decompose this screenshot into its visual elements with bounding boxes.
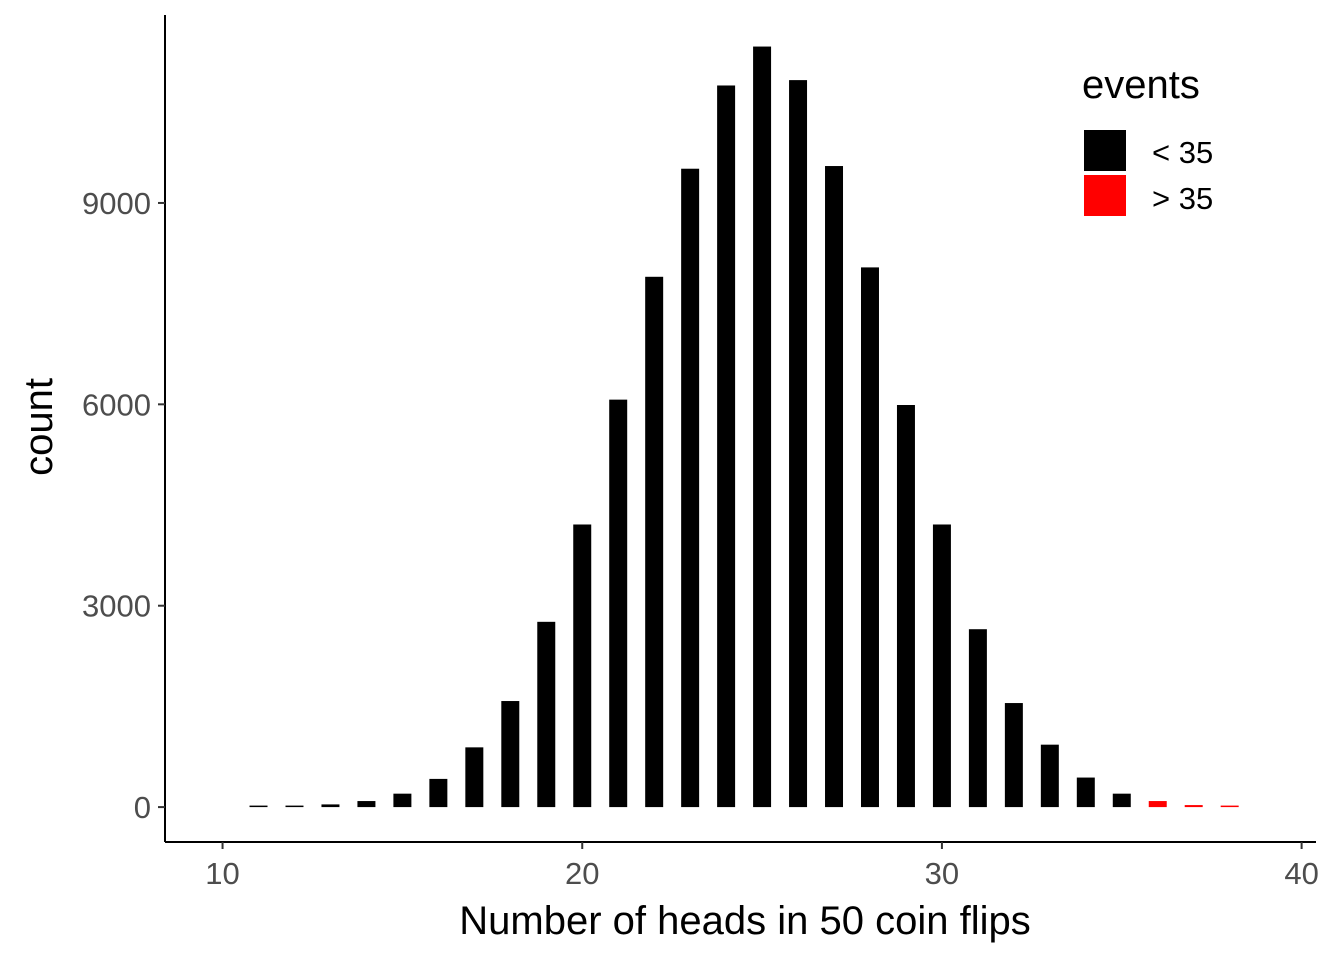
legend-label-below-35: < 35 — [1152, 135, 1213, 170]
bar-35 — [1112, 793, 1131, 808]
bar-30 — [932, 524, 951, 808]
x-tick-label: 20 — [565, 856, 599, 891]
bar-28 — [860, 267, 879, 808]
x-tick-label: 10 — [205, 856, 239, 891]
bar-38 — [1220, 805, 1239, 808]
bar-37 — [1184, 805, 1203, 808]
bar-12 — [285, 805, 304, 808]
bar-18 — [501, 701, 520, 808]
x-axis-ticks: 10 20 30 40 — [205, 842, 1319, 891]
bar-15 — [393, 793, 412, 808]
x-axis-title: Number of heads in 50 coin flips — [459, 899, 1030, 943]
legend-title: events — [1082, 63, 1200, 107]
bar-33 — [1040, 744, 1059, 808]
bar-27 — [825, 166, 844, 808]
x-tick-label: 30 — [925, 856, 959, 891]
bar-13 — [321, 804, 340, 808]
bar-21 — [609, 399, 628, 808]
legend-swatch-above-35 — [1084, 175, 1126, 216]
bar-20 — [573, 524, 592, 808]
legend-swatch-below-35 — [1084, 130, 1126, 171]
bar-34 — [1076, 777, 1095, 808]
x-tick-label: 40 — [1284, 856, 1318, 891]
bar-19 — [537, 621, 556, 808]
bar-11 — [249, 805, 268, 808]
bar-32 — [1004, 703, 1023, 808]
y-tick-label: 0 — [134, 790, 151, 825]
y-axis-title: count — [17, 378, 61, 476]
legend-label-above-35: > 35 — [1152, 181, 1213, 216]
bars-group — [249, 46, 1239, 808]
bar-23 — [681, 168, 700, 808]
bar-17 — [465, 747, 484, 808]
legend: events < 35 > 35 — [1082, 63, 1213, 216]
y-tick-label: 9000 — [82, 186, 151, 221]
y-tick-label: 6000 — [82, 387, 151, 422]
bar-36 — [1148, 801, 1167, 808]
bar-31 — [968, 629, 987, 808]
bar-29 — [896, 405, 915, 808]
bar-14 — [357, 801, 376, 808]
bar-26 — [789, 80, 808, 808]
y-axis-ticks: 0 3000 6000 9000 — [82, 186, 165, 825]
bar-25 — [753, 46, 772, 808]
bar-22 — [645, 276, 664, 808]
bar-16 — [429, 778, 448, 808]
y-tick-label: 3000 — [82, 589, 151, 624]
bar-24 — [717, 85, 736, 808]
